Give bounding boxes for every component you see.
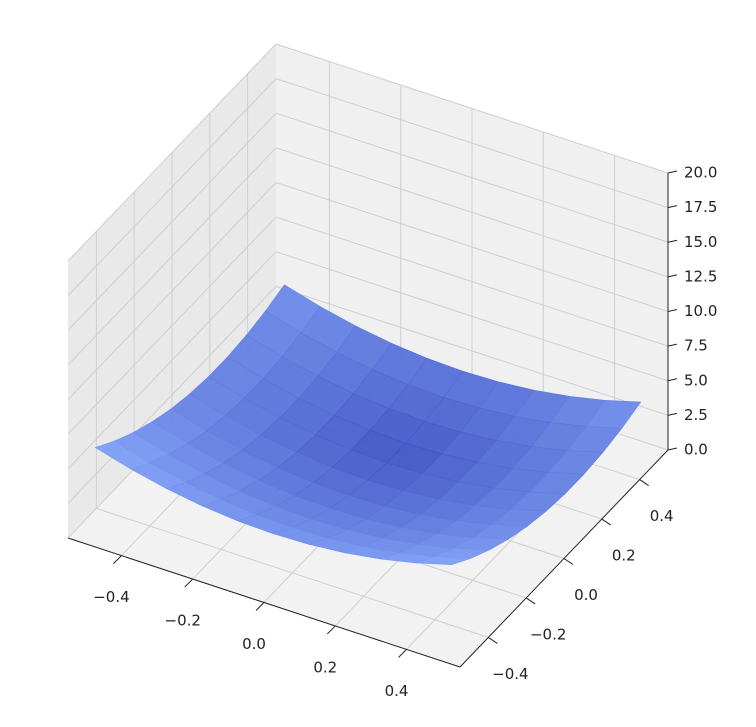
z-tick [667,309,678,312]
x-tick [113,555,122,564]
grid-line [275,182,669,312]
surface-patch [415,556,471,566]
x-tick [184,578,194,588]
y-tick-label: 0.0 [574,586,598,604]
grid-line [67,78,277,296]
z-tick-label: 20.0 [684,164,717,182]
x-tick-label: 0.4 [385,682,409,700]
z-tick-label: 12.5 [684,267,717,285]
y-tick-label: 0.2 [612,547,636,565]
x-tick-label: 0.2 [313,658,337,676]
grid-line [275,285,669,416]
grid-line [275,251,669,382]
grid-line [275,147,669,278]
z-tick [667,378,678,382]
grid-line [275,78,669,209]
z-tick-label: 0.0 [684,441,708,459]
y-tick-label: −0.4 [492,665,528,683]
grid-line [67,216,277,435]
grid-line [67,112,277,331]
y-tick [601,518,612,526]
z-tick [667,205,678,209]
grid-line [67,286,277,504]
y-tick [639,479,649,487]
y-axis-line [459,449,669,668]
z-tick-label: 17.5 [684,198,717,216]
y-tick [525,597,536,605]
grid-line [67,251,277,470]
x-axis-line [67,537,461,668]
z-tick-label: 2.5 [684,406,708,424]
z-tick-label: 10.0 [684,302,717,320]
grid-line [275,216,669,347]
x-tick-label: −0.4 [93,588,129,606]
y-tick-label: −0.2 [530,625,566,643]
grid-line [275,43,669,174]
x-tick-label: 0.0 [242,635,266,653]
x-tick [255,602,265,611]
surface [94,284,642,566]
z-tick [667,412,678,416]
x-tick [398,649,407,658]
axes: −0.4 −0.2 0.0 0.2 0.4 −0.4 −0.2 0.0 0.2 0.4 0.0 2.5… [67,164,717,700]
z-tick [667,170,678,174]
x-tick-label: −0.2 [165,612,201,630]
y-tick-label: 0.4 [650,507,674,525]
z-tick [667,343,678,347]
grid-line [67,147,277,366]
y-tick [488,636,498,644]
grid-line [96,507,489,638]
z-tick-label: 15.0 [684,233,717,251]
z-tick-label: 5.0 [684,371,708,389]
z-tick [667,239,678,243]
y-tick [563,558,574,565]
z-tick-label: 7.5 [684,337,708,355]
grid-line [275,112,669,243]
x-tick [326,625,336,635]
z-tick [667,274,678,278]
grid-line [67,182,277,400]
grid-line [67,43,277,262]
z-tick [667,447,678,451]
